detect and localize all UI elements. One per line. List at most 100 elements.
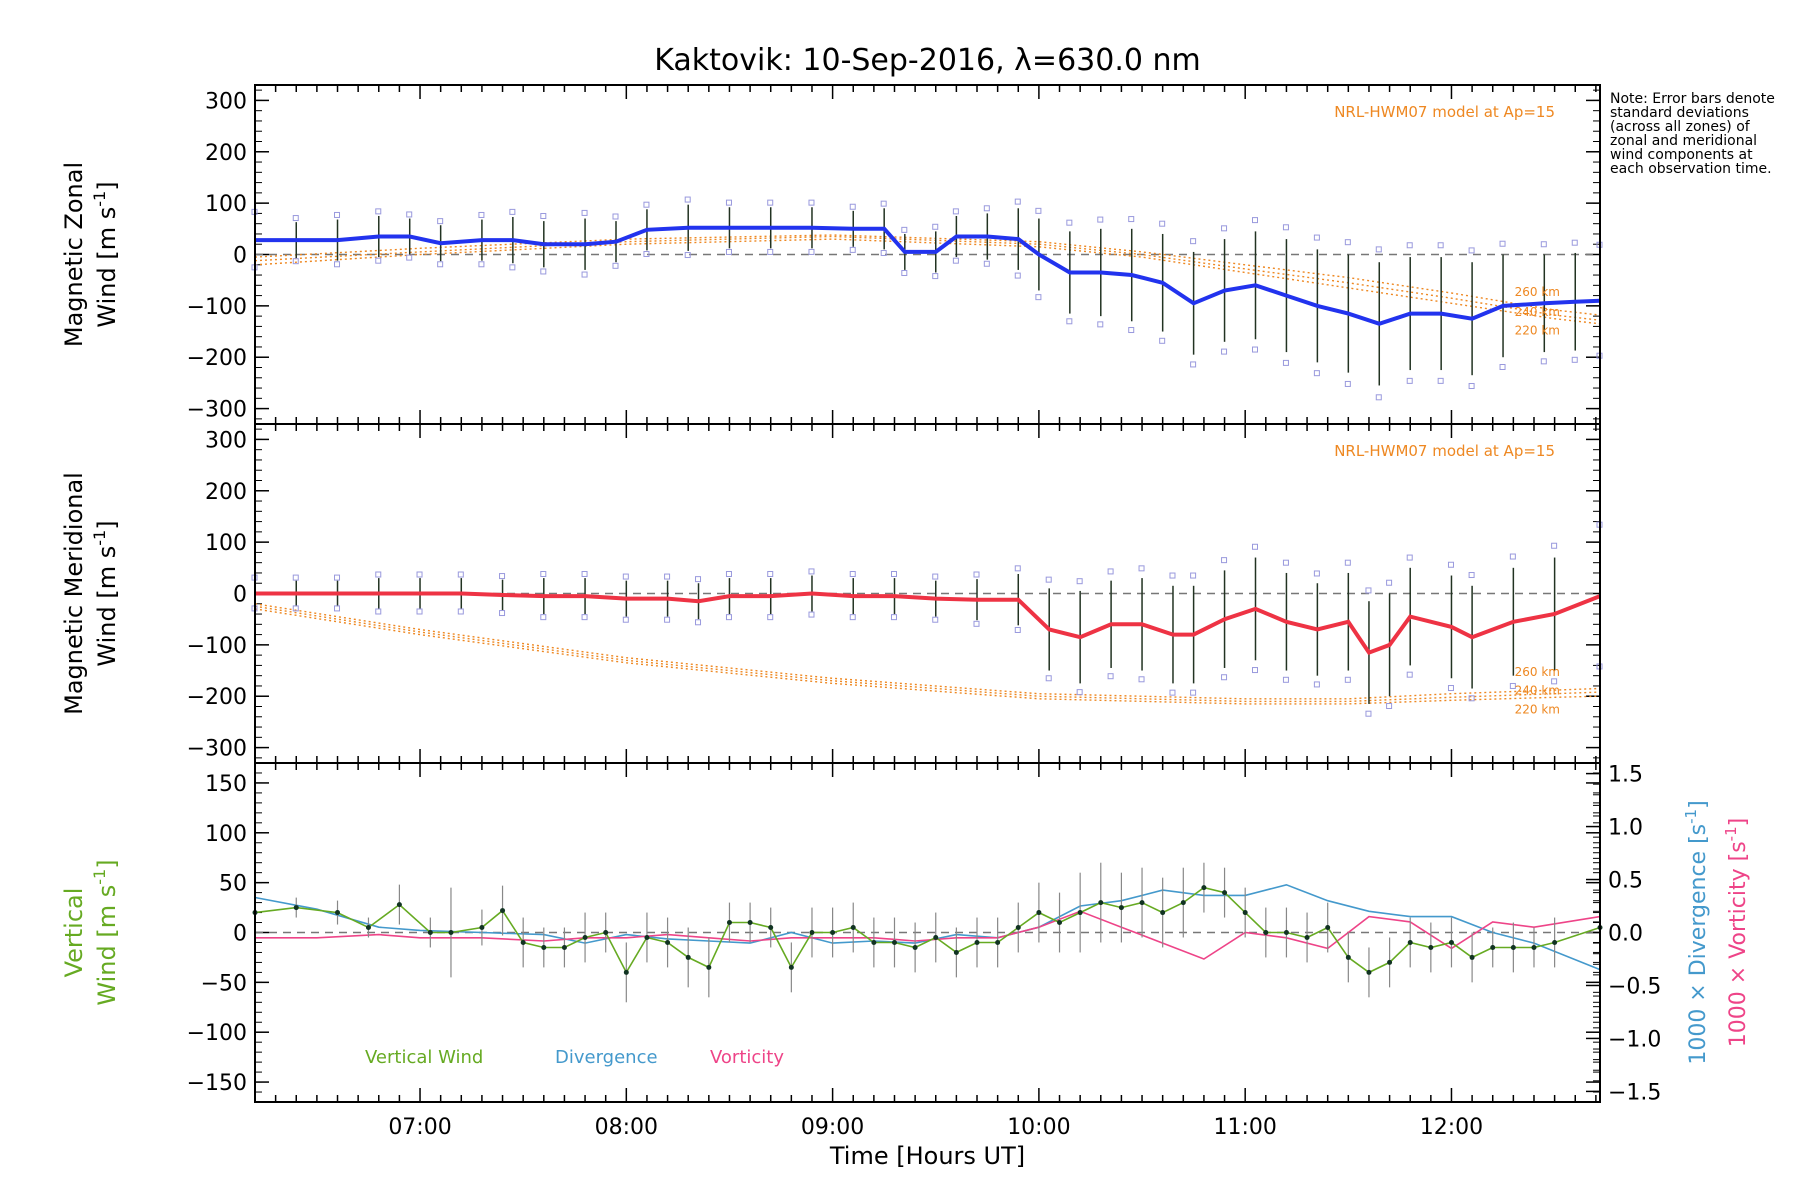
meridional-panel-zone-marker xyxy=(1551,678,1558,685)
vertical-wind-point xyxy=(953,949,959,955)
zonal-panel-ylabel-line1: Magnetic Zonal xyxy=(60,162,88,347)
x-tick-label: 11:00 xyxy=(1213,1115,1276,1140)
vertical-wind-point xyxy=(1139,900,1145,906)
vertical-wind-point xyxy=(788,964,794,970)
zonal-panel-zone-marker xyxy=(1014,272,1021,279)
meridional-panel-zone-marker xyxy=(1344,559,1351,566)
meridional-panel-zone-marker xyxy=(664,616,671,623)
zonal-panel-zone-marker xyxy=(581,209,588,216)
zonal-panel-zone-marker xyxy=(612,262,619,269)
vertical-wind-point xyxy=(871,939,877,945)
vertical-wind-point xyxy=(520,939,526,945)
meridional-panel-zone-marker xyxy=(1344,676,1351,683)
vertical-wind-point xyxy=(1304,934,1310,940)
divergence-axis-label: 1000 × Divergence [s-1] xyxy=(1682,800,1711,1064)
zonal-panel-zone-marker xyxy=(849,246,856,253)
vertical-wind-point xyxy=(1469,954,1475,960)
zonal-panel-zone-marker xyxy=(1375,394,1382,401)
vertical-panel-frame xyxy=(254,762,1601,1103)
zonal-panel-zone-marker xyxy=(334,211,341,218)
vertical-wind-point xyxy=(706,964,712,970)
vertical-wind-point xyxy=(809,930,815,935)
meridional-panel-zone-marker xyxy=(1251,543,1258,550)
zonal-panel-zone-marker xyxy=(509,208,516,215)
vertical-wind-point xyxy=(500,908,506,914)
zonal-panel-ytick-label: −100 xyxy=(187,295,247,320)
meridional-panel-zone-marker xyxy=(725,570,732,577)
zonal-panel-zone-marker xyxy=(983,205,990,212)
vertical-wind-point xyxy=(1283,930,1289,935)
zonal-panel-zone-marker xyxy=(612,213,619,220)
meridional-panel-zone-marker xyxy=(292,574,299,581)
meridional-panel-zone-marker xyxy=(1107,568,1114,575)
zonal-panel-zone-marker xyxy=(643,201,650,208)
zonal-panel-zone-marker xyxy=(1035,207,1042,214)
legend-divergence: Divergence xyxy=(555,1047,658,1068)
meridional-panel-zone-marker xyxy=(767,570,774,577)
vertical-wind-point xyxy=(644,934,650,940)
meridional-panel-zone-marker xyxy=(695,576,702,583)
meridional-panel-model-curve-1 xyxy=(254,605,1601,703)
zonal-panel-zone-marker xyxy=(1313,370,1320,377)
zonal-panel-zone-marker xyxy=(1251,346,1258,353)
vertical-wind-point xyxy=(1510,944,1516,950)
meridional-panel-model-label: NRL-HWM07 model at Ap=15 xyxy=(1334,442,1555,460)
zonal-panel-zone-marker xyxy=(1499,364,1506,370)
vertical-panel-ytick-label: −50 xyxy=(201,971,247,996)
zonal-panel-zone-marker xyxy=(1499,240,1506,247)
meridional-panel-zone-marker xyxy=(540,570,547,577)
vertical-wind-point xyxy=(685,954,691,960)
meridional-panel-zone-marker xyxy=(1406,671,1413,678)
vertical-panel-right-rtick-label: 1.0 xyxy=(1608,816,1643,841)
zonal-panel-model-label: NRL-HWM07 model at Ap=15 xyxy=(1334,103,1555,121)
zonal-panel-zone-marker xyxy=(849,203,856,210)
vertical-wind-point xyxy=(1015,925,1021,931)
zonal-panel-zone-marker xyxy=(1128,327,1135,334)
meridional-panel-zone-marker xyxy=(375,571,382,578)
chart-title: Kaktovik: 10-Sep-2016, λ=630.0 nm xyxy=(654,43,1200,78)
meridional-panel-zone-marker xyxy=(1045,576,1052,583)
meridional-panel-model-curve-2 xyxy=(254,608,1601,705)
x-tick-label: 09:00 xyxy=(801,1115,864,1140)
zonal-panel-zone-marker xyxy=(540,268,547,275)
vertical-wind-point xyxy=(1448,939,1454,945)
meridional-panel-ylabel-line1: Magnetic Meridional xyxy=(60,472,88,715)
meridional-panel-zone-marker xyxy=(1386,703,1393,709)
zonal-panel-zone-marker xyxy=(292,258,299,265)
meridional-panel-zone-marker xyxy=(1169,572,1176,579)
vorticity-line xyxy=(255,910,1601,960)
vertical-wind-point xyxy=(747,920,753,926)
vertical-panel-ylabel-line2: Wind [m s-1] xyxy=(90,859,121,1005)
zonal-panel-zone-marker xyxy=(880,200,887,207)
zonal-panel-zone-marker xyxy=(1251,217,1258,224)
zonal-panel-zone-marker xyxy=(478,211,485,218)
meridional-panel-zone-marker xyxy=(1509,553,1516,560)
zonal-panel-zone-marker xyxy=(1066,318,1073,325)
meridional-panel-zone-marker xyxy=(540,614,547,621)
meridional-panel-wind-line xyxy=(255,591,1601,656)
meridional-panel-zone-marker xyxy=(1014,626,1021,633)
vertical-wind-point xyxy=(335,910,341,916)
zonal-panel-zone-marker xyxy=(1097,321,1104,328)
meridional-panel-zone-marker xyxy=(1509,682,1516,689)
vertical-panel-ytick-label: 150 xyxy=(205,772,247,797)
vertical-wind-point xyxy=(933,934,939,940)
meridional-panel-zone-marker xyxy=(1365,710,1372,717)
meridional-panel-zone-marker xyxy=(1190,689,1197,696)
zonal-panel-zone-marker xyxy=(808,248,815,255)
zonal-panel-ytick-label: 100 xyxy=(205,192,247,217)
meridional-panel-zone-marker xyxy=(1138,565,1145,572)
zonal-panel-zone-marker xyxy=(1221,348,1228,355)
zonal-panel-ylabel-line2: Wind [m s-1] xyxy=(90,181,121,327)
meridional-panel-zone-marker xyxy=(695,619,702,626)
zonal-panel-zone-marker xyxy=(1190,238,1197,245)
meridional-panel-zone-marker xyxy=(416,608,423,615)
meridional-panel-ytick-label: −300 xyxy=(187,737,247,762)
vertical-wind-point xyxy=(1428,944,1434,950)
zonal-panel-ytick-label: −200 xyxy=(187,346,247,371)
vertical-wind-point xyxy=(1263,930,1269,935)
vertical-wind-line xyxy=(254,886,1601,975)
meridional-panel-zone-marker xyxy=(581,614,588,621)
meridional-panel-zone-marker xyxy=(1447,561,1454,568)
meridional-panel-zone-marker xyxy=(1406,554,1413,561)
